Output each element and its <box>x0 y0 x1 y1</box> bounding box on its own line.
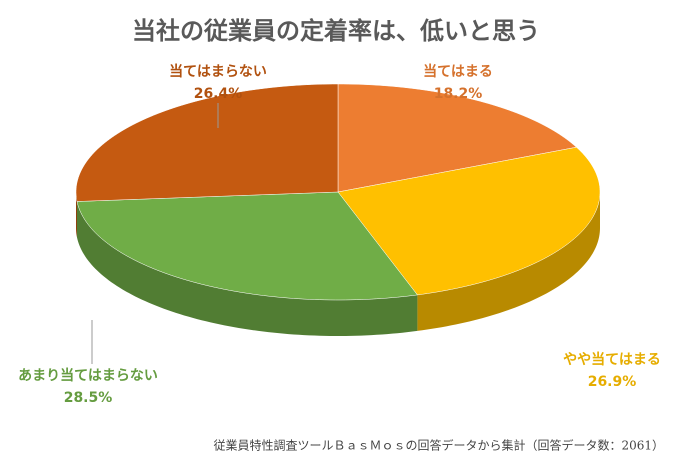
slice <box>337 146 601 296</box>
footnote: 従業員特性調査ツールＢａｓＭｏｓの回答データから集計（回答データ数：2061） <box>213 438 664 453</box>
value-label: 28.5% <box>64 390 113 406</box>
slice-side <box>76 192 78 238</box>
slice <box>76 191 418 301</box>
category-label: やや当てはまる <box>563 351 661 368</box>
slice-side <box>77 201 418 336</box>
value-label: 26.9% <box>588 374 637 390</box>
category-label: あまり当てはまらない <box>18 367 158 384</box>
slice-side <box>417 192 600 331</box>
slice <box>75 83 339 202</box>
chart-title: 当社の従業員の定着率は、低いと思う <box>132 17 540 45</box>
category-label: 当てはまらない <box>169 63 267 80</box>
value-label: 18.2% <box>434 86 483 102</box>
category-label: 当てはまる <box>423 63 493 80</box>
value-label: 26.4% <box>194 86 243 102</box>
slice <box>337 83 577 193</box>
